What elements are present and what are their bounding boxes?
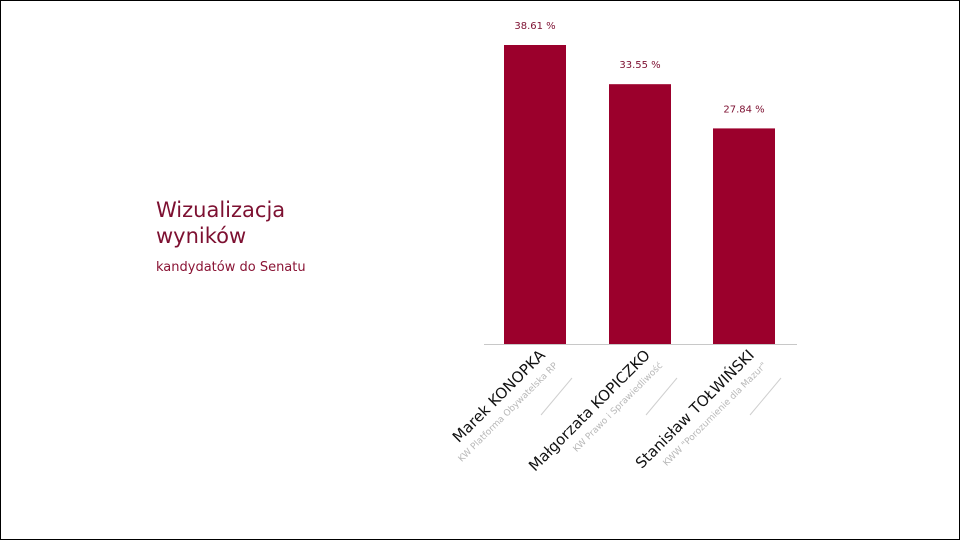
page-subtitle: kandydatów do Senatu — [156, 260, 306, 275]
label-divider — [645, 377, 678, 416]
bar — [609, 84, 671, 345]
data-label: 33.55 % — [619, 60, 660, 71]
label-divider — [749, 377, 782, 416]
data-label: 27.84 % — [723, 104, 764, 115]
page-title: Wizualizacja wyników — [156, 198, 286, 248]
category-label: Stanisław TOŁWIŃSKI — [631, 345, 758, 472]
bar — [504, 45, 566, 344]
data-label: 38.61 % — [514, 21, 555, 32]
category-label: Marek KONOPKA — [449, 346, 549, 446]
label-divider — [540, 377, 573, 416]
bar — [713, 128, 775, 344]
